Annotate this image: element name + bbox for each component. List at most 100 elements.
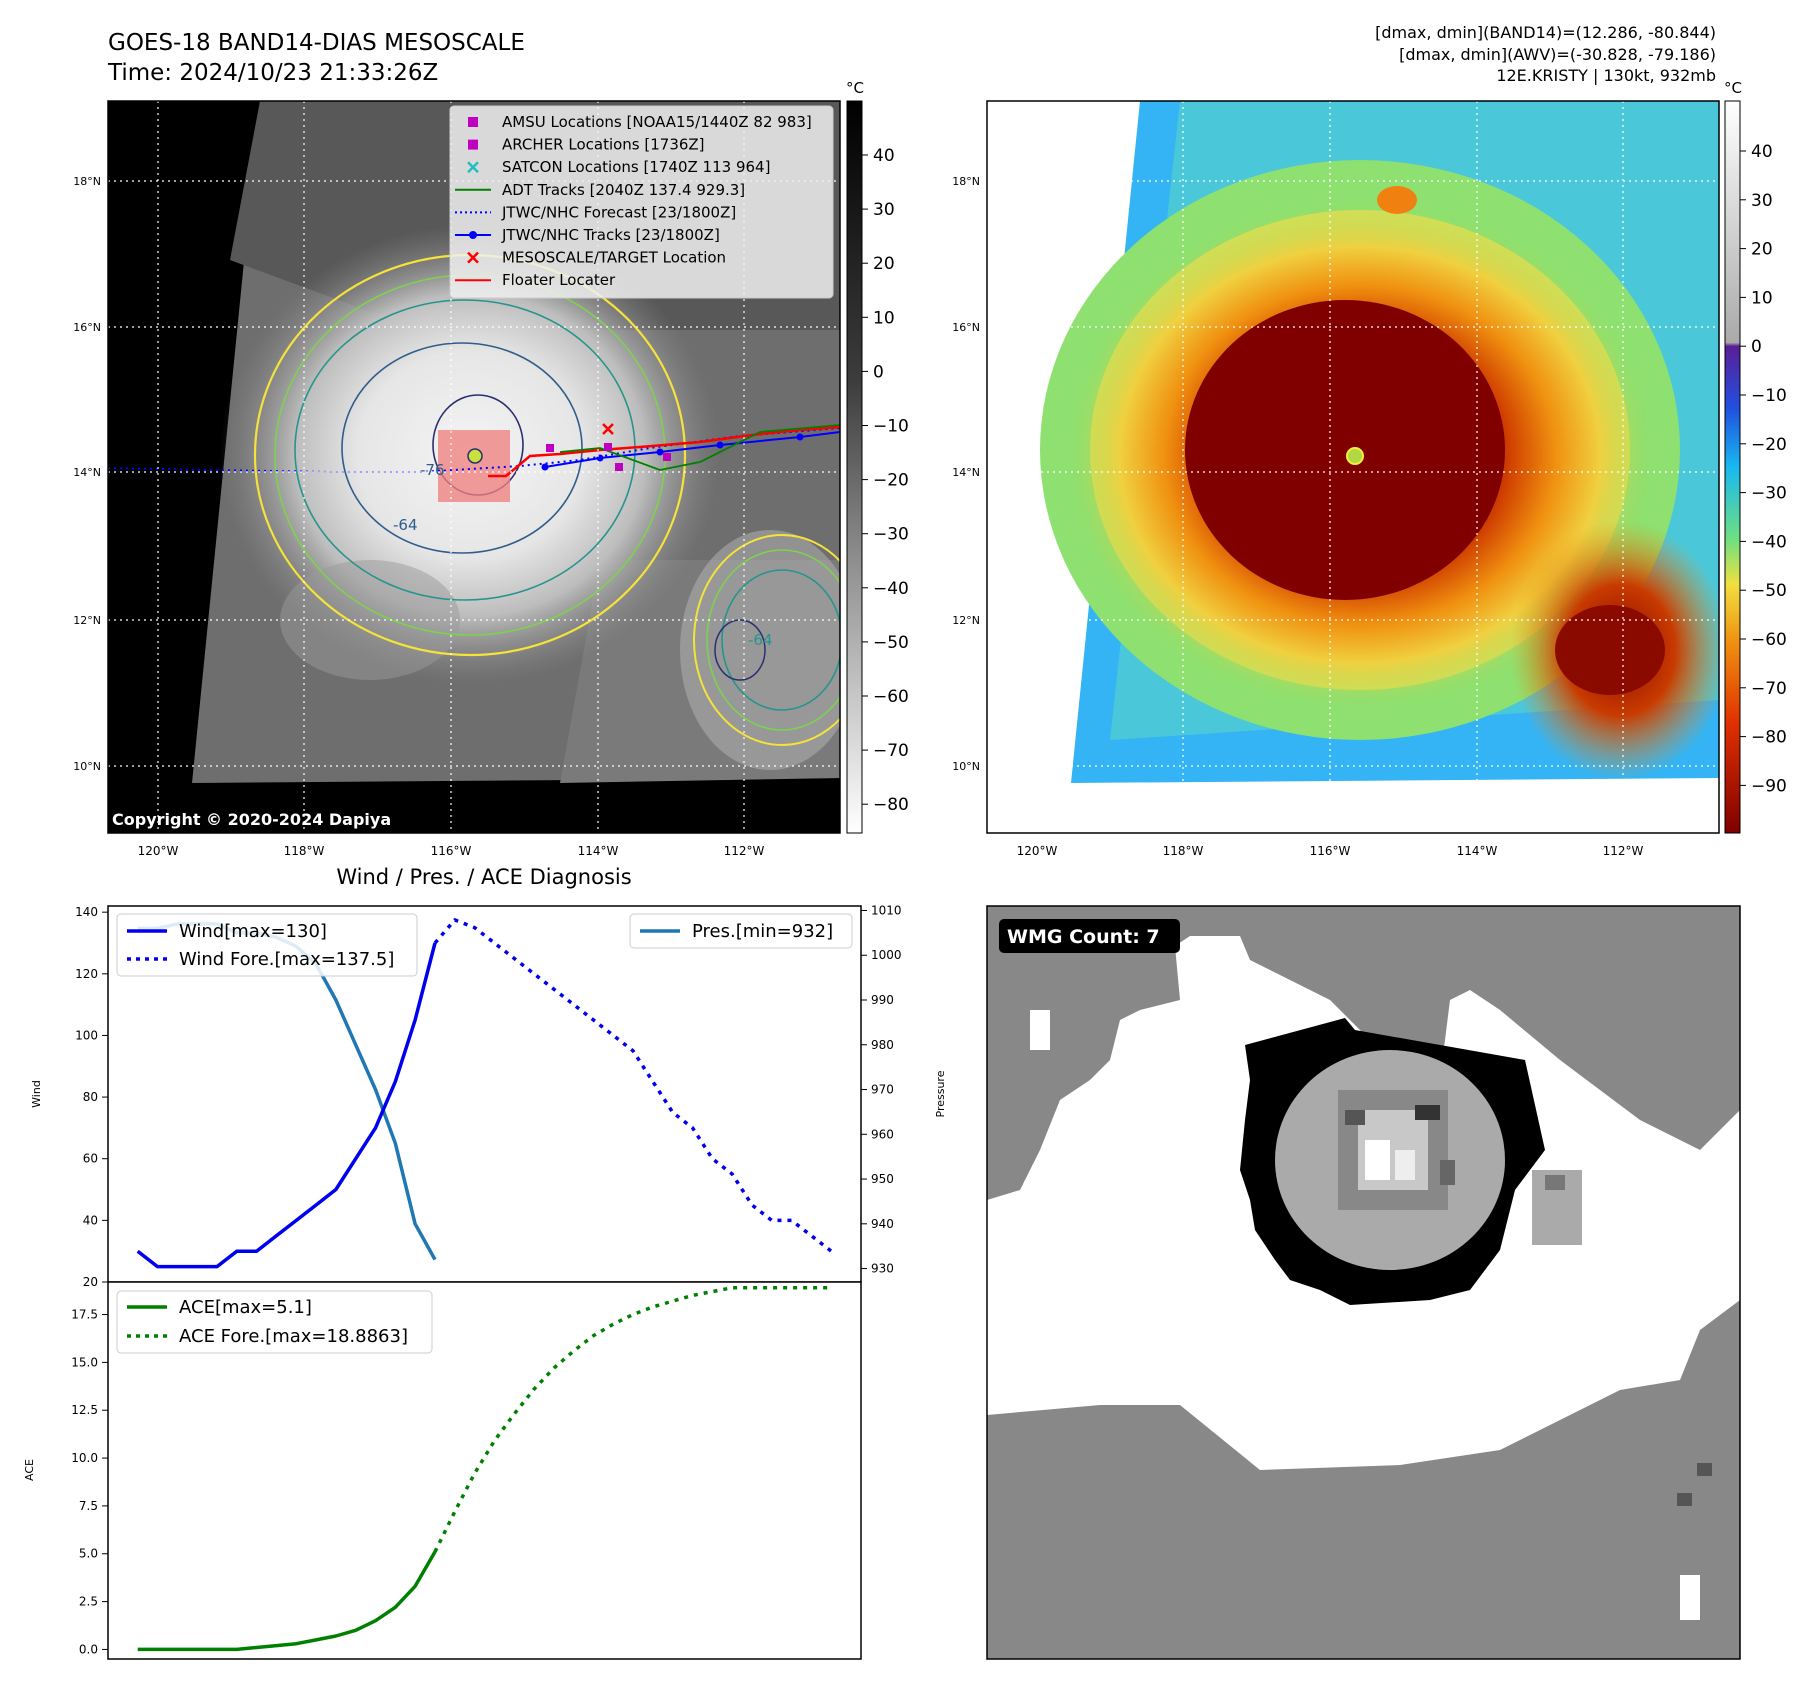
lat-label: 10°N [73, 760, 101, 773]
legend-label: AMSU Locations [NOAA15/1440Z 82 983] [502, 113, 812, 131]
ir-lon-labels: 120°W 118°W 116°W 114°W 112°W [138, 844, 765, 858]
contour-label: -64 [748, 631, 773, 649]
legend-item: ARCHER Locations [1736Z] [468, 136, 705, 154]
chart-title: Wind / Pres. / ACE Diagnosis [336, 865, 631, 889]
amsu-archer-points [546, 443, 671, 471]
legend-item: AMSU Locations [NOAA15/1440Z 82 983] [468, 113, 812, 131]
ace-axis-label: ACE [23, 1459, 36, 1481]
legend-item: JTWC/NHC Tracks [23/1800Z] [455, 226, 720, 244]
colorbar-unit: °C [1724, 79, 1742, 97]
y-tick-label: 15.0 [71, 1355, 98, 1369]
legend-label: ACE[max=5.1] [179, 1297, 312, 1318]
colorbar-tick-label: 40 [1751, 142, 1773, 162]
colorbar-tick-label: 30 [1751, 191, 1773, 211]
dias-lon-labels: 120°W 118°W 116°W 114°W 112°W [1017, 844, 1644, 858]
dias-lat-labels: 18°N 16°N 14°N 12°N 10°N [952, 175, 980, 773]
legend-label: MESOSCALE/TARGET Location [502, 249, 726, 267]
legend-marker-dot [469, 231, 477, 239]
colorbar-tick-label: 30 [873, 200, 895, 220]
colorbar-tick-label: −20 [873, 471, 909, 491]
awv-stats: [dmax, dmin](AWV)=(-30.828, -79.186) [1399, 45, 1716, 64]
observed-track [544, 431, 840, 468]
y-tick-right-label: 990 [871, 993, 894, 1007]
y-tick-label: 2.5 [79, 1595, 98, 1609]
lon-label: 120°W [1017, 844, 1058, 858]
lat-label: 16°N [73, 321, 101, 334]
lat-label: 16°N [952, 321, 980, 334]
colorbar-tick-label: −60 [1751, 630, 1787, 650]
colorbar-tick-label: −40 [873, 579, 909, 599]
colorbar-tick-label: −50 [1751, 581, 1787, 601]
pressure-axis-label: Pressure [934, 1070, 947, 1117]
dias-map-frame [986, 100, 1720, 834]
colorbar-tick-label: 20 [873, 254, 895, 274]
storm-info: 12E.KRISTY | 130kt, 932mb [1496, 66, 1716, 85]
y-tick-label: 17.5 [71, 1308, 98, 1322]
adt-track [559, 424, 840, 471]
y-tick-label: 140 [75, 905, 98, 919]
lat-label: 14°N [952, 466, 980, 479]
observed-track-points [541, 433, 804, 471]
colorbar-tick-label: −30 [873, 525, 909, 545]
series-line-ace [137, 1550, 437, 1652]
y-tick-label: 40 [83, 1213, 98, 1227]
y-tick-label: 80 [83, 1090, 98, 1104]
lat-label: 18°N [73, 175, 101, 188]
lat-label: 12°N [73, 614, 101, 627]
legend-item: Floater Locater [455, 271, 616, 289]
target-marker [602, 423, 614, 435]
dias-imagery [987, 101, 1719, 833]
ir-map-frame [107, 100, 841, 834]
y-tick-right-label: 1010 [871, 903, 902, 917]
legend-marker [467, 161, 479, 174]
dias-colorbar: °C 40 30 20 10 0 −10 −20 −30 −40 −50 −60 −70 −80 −90 [1724, 79, 1787, 834]
legend-label: JTWC/NHC Forecast [23/1800Z] [501, 203, 736, 221]
series-line-ace-fore- [433, 1285, 832, 1553]
colorbar-tick-label: −60 [873, 687, 909, 707]
colorbar-tick-label: −40 [1751, 532, 1787, 552]
ace-chart: 17.5 15.0 12.5 10.0 7.5 5.0 2.5 0.0 ACE ACE[max… [23, 1281, 862, 1660]
legend-item: MESOSCALE/TARGET Location [467, 249, 726, 267]
lon-label: 118°W [284, 844, 325, 858]
colorbar-tick-label: −10 [1751, 386, 1787, 406]
legend-marker [468, 139, 478, 150]
colorbar-tick-label: −70 [1751, 679, 1787, 699]
wmg-badge [999, 919, 1180, 953]
colorbar-tick-label: −30 [1751, 484, 1787, 504]
colorbar-tick-label: −10 [873, 417, 909, 437]
y-tick-label: 100 [75, 1028, 98, 1042]
band14-stats: [dmax, dmin](BAND14)=(12.286, -80.844) [1375, 23, 1716, 42]
legend-label: Pres.[min=932] [692, 921, 833, 942]
dias-map: 18°N 16°N 14°N 12°N 10°N 120°W 118°W 116… [952, 79, 1787, 858]
ace-legend: ACE[max=5.1] ACE Fore.[max=18.8863] [116, 1290, 433, 1354]
y-tick-right-label: 980 [871, 1038, 894, 1052]
lon-label: 116°W [1310, 844, 1351, 858]
lon-label: 120°W [138, 844, 179, 858]
figure-time: Time: 2024/10/23 21:33:26Z [107, 60, 438, 86]
colorbar-tick-label: −80 [1751, 728, 1787, 748]
y-tick-right-label: 950 [871, 1172, 894, 1186]
colorbar-tick-label: −50 [873, 633, 909, 653]
y-tick-right-label: 970 [871, 1083, 894, 1097]
legend-label: ACE Fore.[max=18.8863] [179, 1326, 408, 1347]
floater-track [488, 425, 840, 478]
contour-label: -64 [393, 516, 418, 534]
colorbar-tick-label: 40 [873, 146, 895, 166]
lon-label: 116°W [431, 844, 472, 858]
contour-label: -76 [420, 461, 445, 479]
copyright-text: Copyright © 2020-2024 Dapiya [112, 810, 391, 829]
wmg-count-label: WMG Count: 7 [1007, 926, 1160, 948]
y-tick-label: 60 [83, 1152, 98, 1166]
y-tick-right-label: 1000 [871, 948, 902, 962]
ir-colorbar: °C 40 30 20 10 0 −10 −20 −30 −40 −50 −60 −70 −80 [846, 79, 909, 834]
legend-label: ARCHER Locations [1736Z] [502, 136, 705, 154]
y-tick-label: 7.5 [79, 1499, 98, 1513]
dias-gridlines [987, 101, 1719, 833]
y-tick-label: 12.5 [71, 1403, 98, 1417]
lon-label: 112°W [1603, 844, 1644, 858]
ir-lat-labels: 18°N 16°N 14°N 12°N 10°N [73, 175, 101, 773]
lon-label: 114°W [1457, 844, 1498, 858]
legend-label: SATCON Locations [1740Z 113 964] [502, 158, 770, 176]
ir-legend: AMSU Locations [NOAA15/1440Z 82 983] ARCH… [449, 105, 834, 299]
legend-marker [468, 117, 478, 127]
